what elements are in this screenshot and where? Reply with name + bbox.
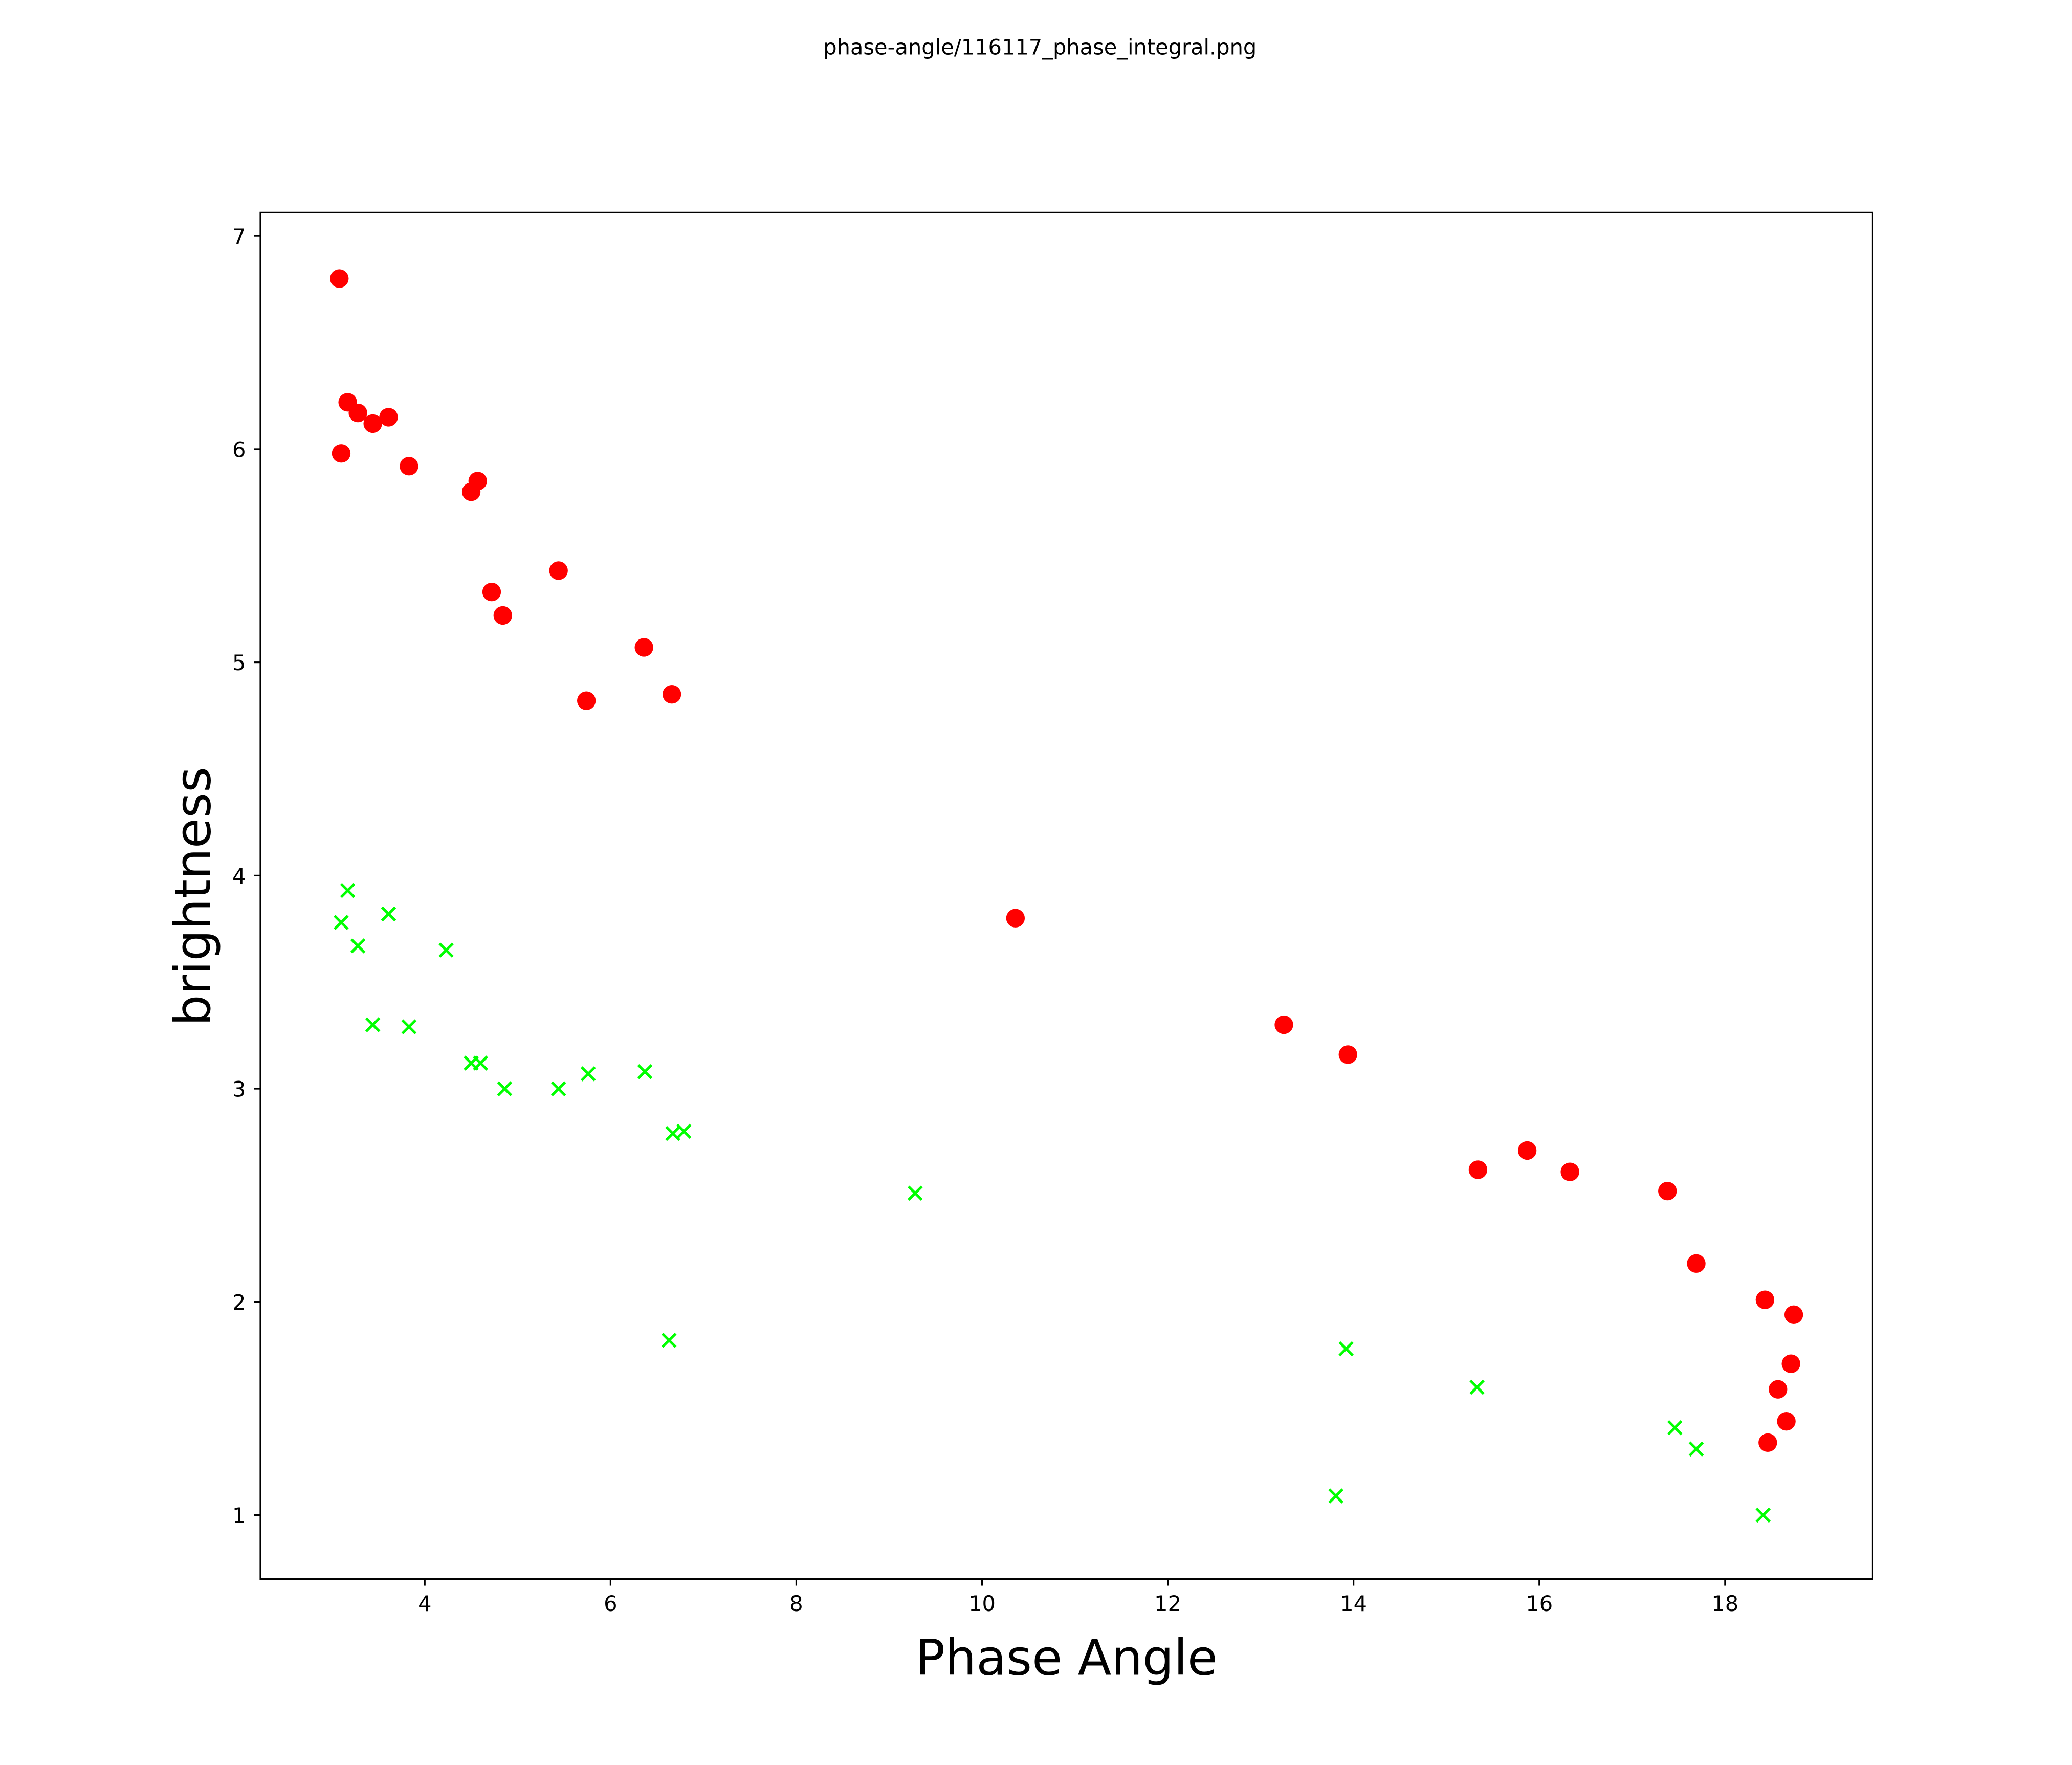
y-tick-label: 2 xyxy=(232,1290,246,1315)
data-point-observed xyxy=(461,482,481,501)
data-point-model xyxy=(1469,1379,1485,1395)
data-point-observed xyxy=(1784,1305,1803,1324)
x-tick-label: 6 xyxy=(604,1591,617,1616)
x-tick-label: 10 xyxy=(968,1591,996,1616)
data-point-model xyxy=(473,1055,489,1071)
x-tick-label: 16 xyxy=(1526,1591,1553,1616)
data-point-observed xyxy=(1006,909,1025,928)
data-point-observed xyxy=(1468,1160,1488,1179)
data-point-observed xyxy=(663,685,681,704)
data-point-observed xyxy=(1658,1181,1677,1201)
data-point-model xyxy=(1328,1488,1343,1504)
data-point-model xyxy=(340,882,356,898)
data-point-model xyxy=(365,1017,381,1032)
data-point-observed xyxy=(493,606,512,625)
data-point-model xyxy=(1338,1341,1354,1357)
data-point-observed xyxy=(332,444,351,463)
data-point-observed xyxy=(1560,1162,1579,1181)
x-tick-label: 8 xyxy=(789,1591,803,1616)
y-tick-label: 1 xyxy=(232,1503,246,1528)
data-point-observed xyxy=(363,414,382,433)
y-tick-label: 4 xyxy=(232,864,246,889)
data-point-observed xyxy=(1274,1015,1293,1034)
data-points xyxy=(330,269,1803,1523)
plot-area-frame xyxy=(259,211,1873,1580)
data-point-observed xyxy=(1755,1290,1775,1309)
y-axis-ticks: 1 2 3 4 5 6 7 xyxy=(232,224,260,1528)
data-point-observed xyxy=(577,691,596,710)
data-point-observed xyxy=(482,582,501,602)
data-point-model xyxy=(497,1081,513,1096)
data-point-observed xyxy=(400,457,418,476)
data-point-model xyxy=(637,1064,653,1079)
data-point-observed xyxy=(1781,1354,1800,1373)
data-point-observed xyxy=(1758,1433,1777,1452)
data-point-model xyxy=(1755,1507,1771,1523)
x-tick-label: 4 xyxy=(418,1591,431,1616)
data-point-model xyxy=(580,1066,596,1082)
data-point-model xyxy=(550,1081,566,1096)
x-tick-label: 18 xyxy=(1711,1591,1738,1616)
x-tick-label: 14 xyxy=(1340,1591,1367,1616)
y-tick-label: 7 xyxy=(232,224,246,249)
chart-title: phase-angle/116117_phase_integral.png xyxy=(823,34,1257,59)
data-point-observed xyxy=(549,561,568,580)
data-point-observed xyxy=(379,408,398,427)
y-tick-label: 5 xyxy=(232,650,246,675)
data-point-model xyxy=(1688,1441,1704,1457)
data-point-model xyxy=(438,942,454,958)
data-point-observed xyxy=(1777,1412,1796,1431)
data-point-model xyxy=(907,1185,923,1201)
x-axis-label: Phase Angle xyxy=(915,1629,1218,1686)
data-point-observed xyxy=(1769,1380,1788,1399)
y-tick-label: 6 xyxy=(232,437,246,462)
x-tick-label: 12 xyxy=(1154,1591,1181,1616)
data-point-observed xyxy=(1687,1254,1706,1273)
data-point-model xyxy=(401,1019,417,1035)
data-point-model xyxy=(676,1123,692,1139)
data-point-model xyxy=(1667,1420,1683,1436)
y-tick-label: 3 xyxy=(232,1077,246,1102)
data-point-model xyxy=(334,915,349,930)
data-point-model xyxy=(661,1333,677,1348)
data-point-model xyxy=(381,906,396,922)
x-axis-ticks: 4 6 8 10 12 14 16 18 xyxy=(418,1579,1738,1616)
data-point-observed xyxy=(634,638,653,657)
data-point-observed xyxy=(1517,1141,1537,1160)
data-point-observed xyxy=(348,403,367,423)
data-point-observed xyxy=(330,269,349,288)
y-axis-label: brightness xyxy=(164,767,222,1026)
data-point-observed xyxy=(1338,1045,1357,1064)
data-point-model xyxy=(350,938,366,954)
